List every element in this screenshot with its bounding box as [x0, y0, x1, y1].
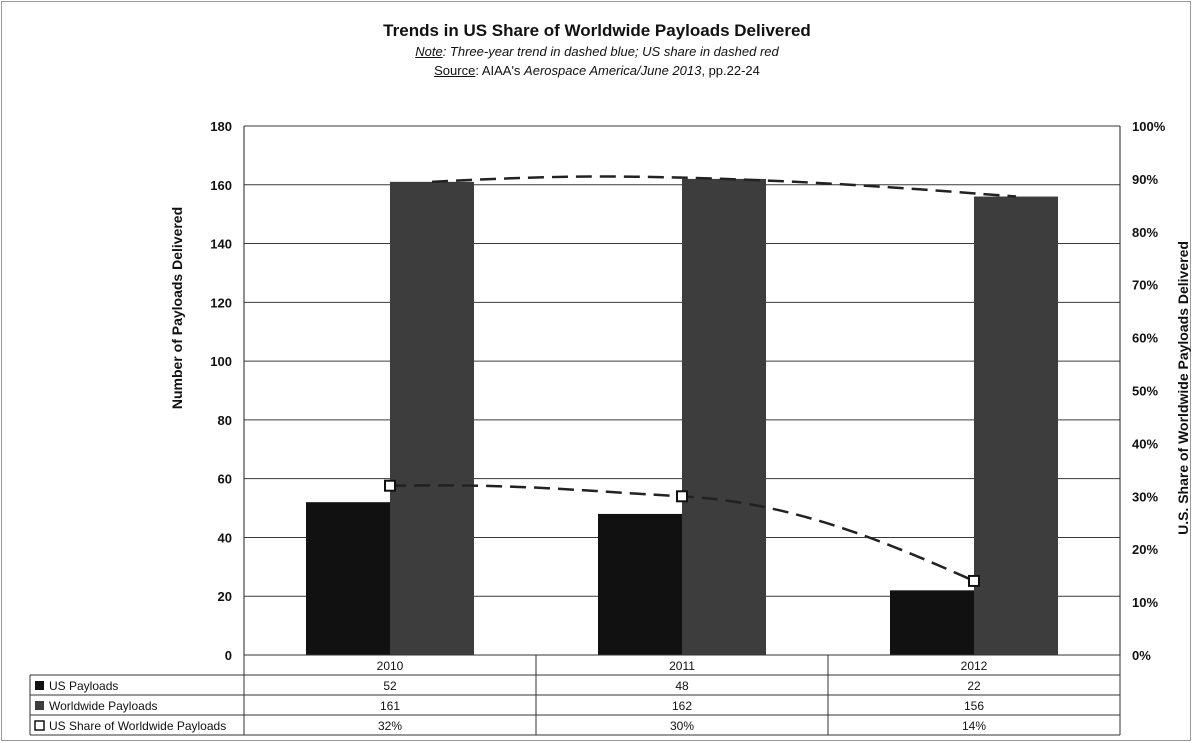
y-axis-title-left: Number of Payloads Delivered: [169, 206, 185, 410]
source-label: Source: [434, 63, 476, 78]
chart-titles: Trends in US Share of Worldwide Payloads…: [2, 20, 1192, 80]
y2-tick-label: 30%: [1132, 489, 1158, 504]
y2-tick-label: 20%: [1132, 542, 1158, 557]
table-cell-value: 156: [964, 699, 984, 713]
chart-source: Source: AIAA's Aerospace America/June 20…: [2, 61, 1192, 80]
y-tick-label: 140: [210, 237, 232, 252]
note-label: Note: [415, 44, 443, 59]
source-italic: Aerospace America/June 2013: [524, 63, 702, 78]
bar-us-payloads: [306, 502, 390, 655]
table-cell-value: 14%: [962, 719, 986, 733]
chart-title: Trends in US Share of Worldwide Payloads…: [383, 21, 811, 40]
us-share-marker: [384, 479, 396, 492]
y2-tick-label: 50%: [1132, 384, 1158, 399]
y-tick-label: 80: [218, 413, 232, 428]
bar-us-payloads: [890, 590, 974, 655]
y2-tick-label: 10%: [1132, 595, 1158, 610]
bar-worldwide-payloads: [682, 178, 766, 655]
y-tick-label: 60: [218, 472, 232, 487]
category-label: 2010: [377, 659, 404, 673]
legend-label: US Payloads: [49, 679, 118, 693]
bar-us-payloads: [598, 513, 682, 655]
table-cell-value: 32%: [378, 719, 402, 733]
legend-key-worldwide-payloads: [35, 701, 44, 710]
y-tick-label: 40: [218, 530, 232, 545]
bar-worldwide-payloads: [390, 181, 474, 656]
y-tick-label: 120: [210, 295, 232, 310]
y-tick-label: 0: [225, 648, 232, 663]
category-label: 2012: [961, 659, 988, 673]
legend-label: Worldwide Payloads: [49, 699, 158, 713]
us-share-marker: [676, 490, 688, 503]
y2-tick-label: 0%: [1132, 648, 1151, 663]
legend-label: US Share of Worldwide Payloads: [49, 719, 226, 733]
table-cell-value: 162: [672, 699, 692, 713]
table-cell-value: 161: [380, 699, 400, 713]
y-tick-label: 160: [210, 178, 232, 193]
y2-tick-label: 60%: [1132, 331, 1158, 346]
legend-key-us-share: [34, 720, 45, 731]
chart-note: Note: Three-year trend in dashed blue; U…: [2, 42, 1192, 61]
worldwide-trendline: [431, 175, 1017, 198]
y2-tick-label: 80%: [1132, 225, 1158, 240]
y2-tick-label: 100%: [1132, 119, 1166, 134]
bar-worldwide-payloads: [974, 196, 1058, 656]
table-cell-value: 52: [383, 679, 397, 693]
category-label: 2011: [669, 659, 695, 673]
us-share-marker: [968, 574, 980, 587]
note-text: : Three-year trend in dashed blue; US sh…: [442, 44, 779, 59]
source-text-after: , pp.22-24: [701, 63, 760, 78]
y-tick-label: 100: [210, 354, 232, 369]
source-text-before: : AIAA's: [475, 63, 525, 78]
table-cell-value: 22: [967, 679, 981, 693]
legend-key-us-payloads: [35, 681, 44, 690]
y-tick-label: 180: [210, 119, 232, 134]
y2-tick-label: 90%: [1132, 172, 1158, 187]
table-cell-value: 30%: [670, 719, 694, 733]
y2-tick-label: 70%: [1132, 278, 1158, 293]
y-tick-label: 20: [218, 589, 232, 604]
y2-tick-label: 40%: [1132, 436, 1158, 451]
table-cell-value: 48: [675, 679, 689, 693]
y-axis-title-right: U.S. Share of Worldwide Payloads Deliver…: [1175, 241, 1191, 535]
